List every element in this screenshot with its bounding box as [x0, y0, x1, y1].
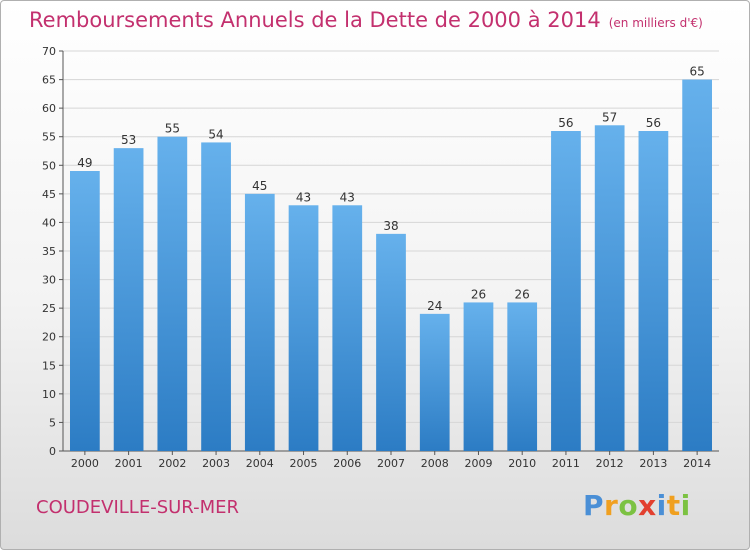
- bar-2004: [244, 193, 275, 451]
- bar-2013: [638, 131, 669, 451]
- x-tick-label-2007: 2007: [377, 457, 405, 470]
- bar-2011: [551, 131, 581, 451]
- data-label-2007: 38: [383, 219, 398, 233]
- y-tick-labels: 0 5 10 15 20 25 30 35 40 45 50 55 60 65 70: [42, 45, 56, 458]
- x-tick-label-2012: 2012: [596, 457, 624, 470]
- x-tick-label-2004: 2004: [246, 457, 274, 470]
- proxiti-logo[interactable]: Proxiti: [583, 489, 691, 522]
- data-label-2010: 26: [515, 287, 530, 301]
- logo-letter: t: [666, 489, 681, 522]
- bar-2012: [594, 125, 625, 452]
- y-tick-label: 50: [42, 159, 56, 172]
- data-labels: 49 53 55 54 45 43 43 38 24 26 26 56 57 56 65: [77, 65, 705, 313]
- bar-2009: [463, 302, 494, 451]
- data-label-2006: 43: [340, 190, 355, 204]
- data-label-2005: 43: [296, 190, 311, 204]
- y-tick-label: 20: [42, 331, 56, 344]
- y-tick-label: 35: [42, 245, 56, 258]
- data-label-2009: 26: [471, 287, 486, 301]
- title-text: Remboursements Annuels de la Dette de 20…: [29, 8, 601, 32]
- x-tick-label-2005: 2005: [290, 457, 318, 470]
- x-tick-label-2010: 2010: [508, 457, 536, 470]
- x-tick-label-2001: 2001: [115, 457, 143, 470]
- bars: [69, 79, 713, 452]
- data-label-2011: 56: [558, 116, 573, 130]
- x-tick-label-2002: 2002: [158, 457, 186, 470]
- city-name: COUDEVILLE-SUR-MER: [36, 497, 239, 518]
- logo-letter: i: [656, 489, 667, 522]
- logo-letter: i: [680, 489, 691, 522]
- bar-2014: [682, 79, 713, 452]
- x-tick-label-2009: 2009: [464, 457, 492, 470]
- data-label-2014: 65: [689, 65, 704, 79]
- x-tick-label-2006: 2006: [333, 457, 361, 470]
- y-tick-label: 0: [49, 445, 56, 458]
- chart-title: Remboursements Annuels de la Dette de 20…: [29, 8, 703, 32]
- y-tick-label: 70: [42, 45, 56, 58]
- bar-2006: [332, 205, 363, 451]
- y-tick-label: 40: [42, 216, 56, 229]
- bar-2001: [113, 148, 144, 451]
- unit-label: (en milliers d'€): [608, 16, 703, 30]
- logo-letter: r: [604, 489, 619, 522]
- y-tick-label: 55: [42, 131, 56, 144]
- y-tick-label: 60: [42, 102, 56, 115]
- y-tick-label: 10: [42, 388, 56, 401]
- logo-letter: P: [583, 489, 605, 522]
- x-tick-label-2008: 2008: [421, 457, 449, 470]
- bar-2002: [157, 136, 188, 451]
- data-label-2012: 57: [602, 110, 617, 124]
- bar-2000: [69, 171, 100, 451]
- y-tick-label: 45: [42, 188, 56, 201]
- x-tick-label-2011: 2011: [552, 457, 580, 470]
- x-tick-label-2013: 2013: [639, 457, 667, 470]
- data-label-2002: 55: [165, 122, 180, 136]
- data-label-2008: 24: [427, 299, 442, 313]
- logo-letter: o: [618, 489, 639, 522]
- y-tick-label: 5: [49, 416, 56, 429]
- x-tick-label-2000: 2000: [71, 457, 99, 470]
- data-label-2000: 49: [77, 156, 92, 170]
- y-tick-label: 25: [42, 302, 56, 315]
- bar-2003: [201, 142, 231, 451]
- data-label-2013: 56: [646, 116, 661, 130]
- y-tick-label: 65: [42, 74, 56, 87]
- data-label-2004: 45: [252, 179, 267, 193]
- x-tick-label-2003: 2003: [202, 457, 230, 470]
- data-label-2001: 53: [121, 133, 136, 147]
- y-tick-label: 15: [42, 359, 56, 372]
- data-label-2003: 54: [208, 127, 223, 141]
- y-tick-label: 30: [42, 274, 56, 287]
- bar-2008: [419, 313, 450, 451]
- bar-2007: [376, 233, 406, 451]
- logo-letter: x: [638, 489, 657, 522]
- x-tick-label-2014: 2014: [683, 457, 711, 470]
- bar-2010: [507, 302, 538, 451]
- x-tick-labels: 2000 2001 2002 2003 2004 2005 2006 2007 2008 2009…: [71, 457, 711, 470]
- bar-2005: [288, 205, 319, 451]
